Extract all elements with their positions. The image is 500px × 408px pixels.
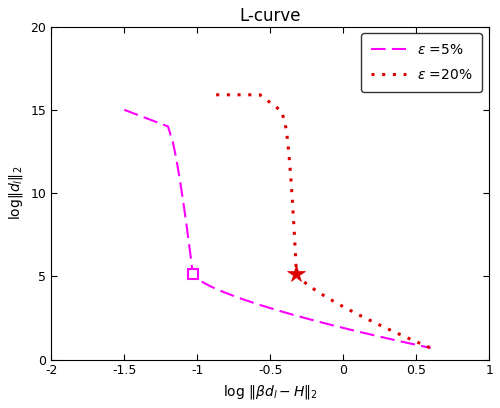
Title: L-curve: L-curve bbox=[240, 7, 301, 25]
X-axis label: log $\|\beta d_l - H\|_2$: log $\|\beta d_l - H\|_2$ bbox=[222, 383, 318, 401]
Legend: $\varepsilon$ =5%, $\varepsilon$ =20%: $\varepsilon$ =5%, $\varepsilon$ =20% bbox=[362, 33, 482, 92]
Y-axis label: log$\|d_l\|_2$: log$\|d_l\|_2$ bbox=[7, 166, 25, 220]
